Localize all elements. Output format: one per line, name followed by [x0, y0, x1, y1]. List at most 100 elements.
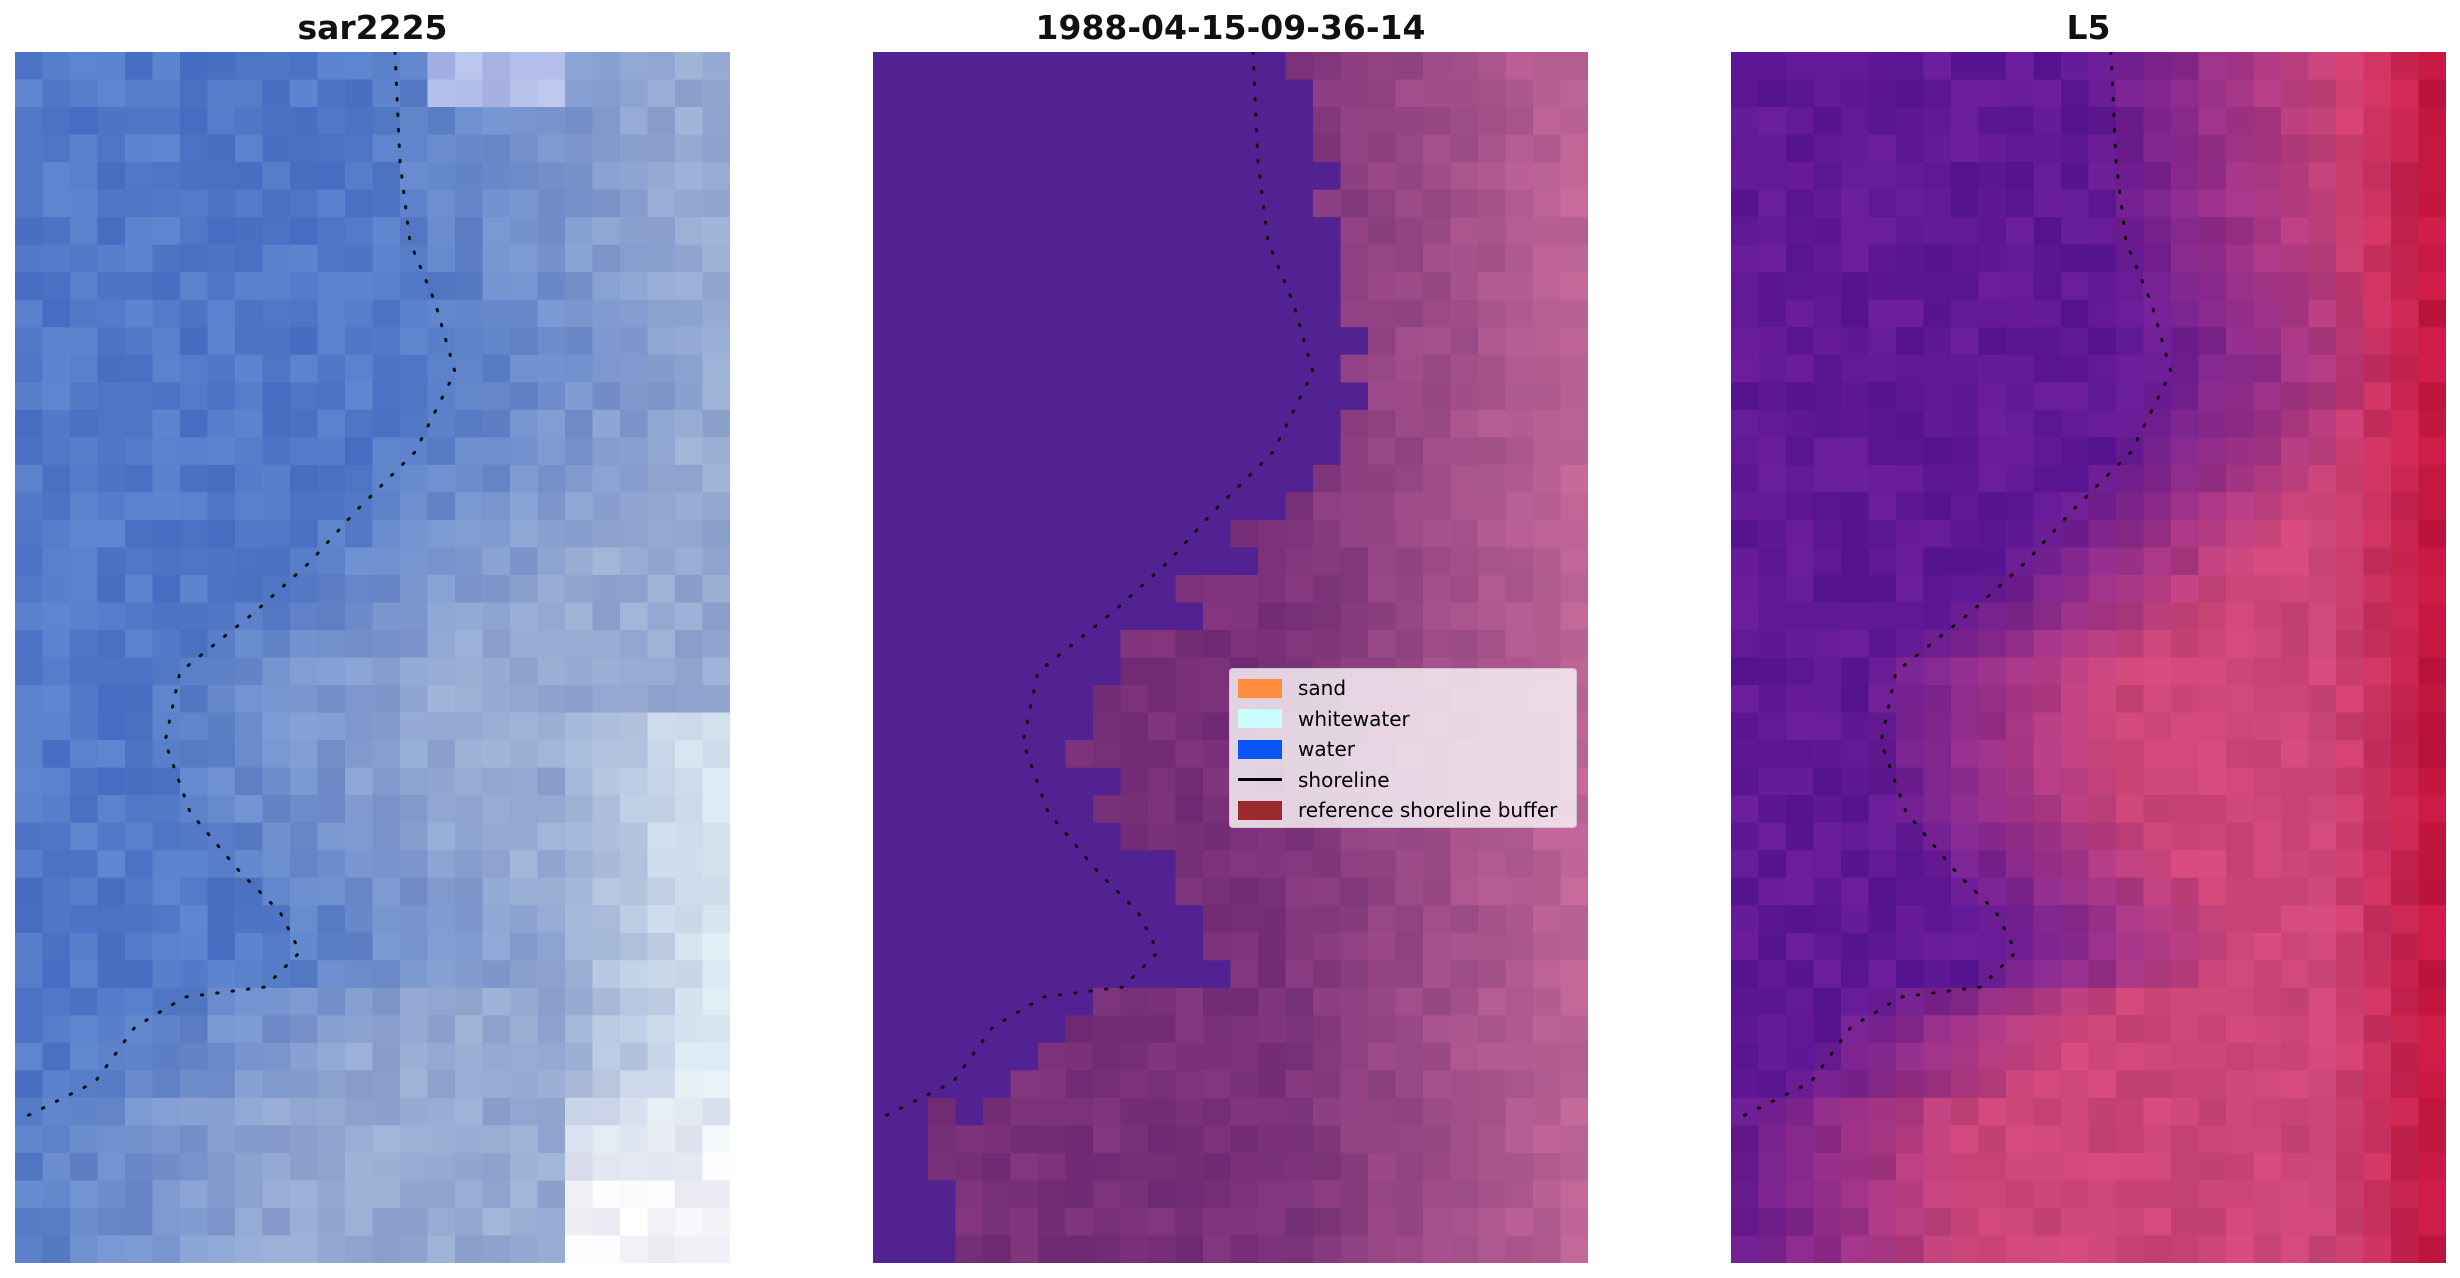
raster-pixel: [427, 1070, 456, 1099]
raster-pixel: [180, 519, 209, 549]
raster-pixel: [702, 189, 730, 218]
raster-pixel: [290, 1097, 319, 1126]
raster-pixel: [1505, 382, 1534, 411]
raster-pixel: [1841, 437, 1870, 466]
raster-pixel: [928, 1180, 957, 1209]
raster-pixel: [207, 134, 236, 163]
raster-pixel: [1368, 354, 1397, 383]
raster-pixel: [1203, 905, 1232, 934]
raster-pixel: [180, 189, 209, 218]
raster-pixel: [592, 932, 621, 961]
raster-pixel: [955, 244, 984, 273]
raster-pixel: [1478, 877, 1507, 906]
raster-pixel: [2006, 189, 2035, 218]
raster-pixel: [317, 1042, 346, 1071]
raster-pixel: [1065, 629, 1094, 659]
raster-pixel: [1951, 657, 1980, 686]
raster-pixel: [2143, 162, 2172, 191]
raster-pixel: [2308, 767, 2337, 796]
raster-pixel: [152, 740, 181, 769]
raster-pixel: [2281, 79, 2310, 108]
raster-pixel: [900, 79, 929, 108]
raster-pixel: [1395, 574, 1424, 604]
raster-pixel: [372, 327, 401, 356]
raster-pixel: [262, 1097, 291, 1126]
raster-pixel: [345, 629, 374, 659]
raster-pixel: [2226, 519, 2255, 549]
raster-pixel: [2363, 1180, 2392, 1209]
raster-pixel: [1533, 52, 1562, 81]
raster-pixel: [70, 822, 99, 851]
raster-pixel: [345, 1042, 374, 1071]
raster-pixel: [873, 1097, 902, 1126]
raster-pixel: [152, 987, 181, 1016]
raster-pixel: [1841, 107, 1870, 136]
raster-pixel: [537, 877, 566, 906]
raster-pixel: [1120, 409, 1149, 438]
raster-pixel: [1978, 1125, 2007, 1154]
raster-pixel: [262, 740, 291, 769]
raster-pixel: [1258, 519, 1287, 549]
raster-pixel: [2391, 107, 2420, 136]
raster-pixel: [1923, 629, 1952, 659]
raster-pixel: [510, 712, 539, 741]
raster-pixel: [1450, 107, 1479, 136]
raster-pixel: [1423, 547, 1452, 576]
raster-pixel: [1478, 1097, 1507, 1126]
raster-pixel: [1560, 1235, 1588, 1263]
raster-pixel: [2418, 547, 2446, 576]
raster-pixel: [1285, 547, 1314, 576]
raster-pixel: [1395, 299, 1424, 328]
raster-pixel: [983, 905, 1012, 934]
raster-pixel: [427, 1207, 456, 1237]
raster-pixel: [1951, 1180, 1980, 1209]
raster-pixel: [1868, 327, 1897, 356]
raster-pixel: [262, 272, 291, 301]
raster-pixel: [1813, 1152, 1842, 1182]
raster-pixel: [455, 657, 484, 686]
raster-pixel: [2143, 685, 2172, 714]
raster-pixel: [873, 1152, 902, 1182]
raster-pixel: [1423, 79, 1452, 108]
raster-pixel: [565, 1152, 594, 1182]
legend-label: shoreline: [1298, 767, 1390, 792]
raster-pixel: [482, 905, 511, 934]
raster-pixel: [2143, 1207, 2172, 1237]
raster-pixel: [1758, 162, 1787, 191]
raster-pixel: [345, 327, 374, 356]
raster-pixel: [482, 464, 511, 493]
raster-pixel: [1786, 1125, 1815, 1154]
raster-pixel: [372, 905, 401, 934]
raster-pixel: [1896, 685, 1925, 714]
raster-pixel: [928, 1097, 957, 1126]
raster-pixel: [1841, 79, 1870, 108]
raster-pixel: [592, 437, 621, 466]
raster-pixel: [1395, 602, 1424, 631]
raster-pixel: [317, 162, 346, 191]
raster-pixel: [70, 712, 99, 741]
raster-pixel: [1038, 327, 1067, 356]
raster-pixel: [2171, 1180, 2200, 1209]
raster-pixel: [1923, 712, 1952, 741]
raster-pixel: [317, 1015, 346, 1044]
raster-pixel: [1340, 52, 1369, 81]
raster-pixel: [1258, 217, 1287, 246]
raster-pixel: [983, 987, 1012, 1016]
raster-pixel: [2363, 905, 2392, 934]
raster-pixel: [1951, 1042, 1980, 1071]
raster-pixel: [1423, 52, 1452, 81]
raster-pixel: [207, 1097, 236, 1126]
raster-pixel: [290, 492, 319, 521]
raster-pixel: [1560, 574, 1588, 604]
raster-pixel: [1203, 1152, 1232, 1182]
raster-pixel: [2336, 272, 2365, 301]
raster-pixel: [235, 354, 264, 383]
raster-pixel: [2253, 1042, 2282, 1071]
raster-pixel: [1368, 850, 1397, 879]
raster-pixel: [180, 437, 209, 466]
raster-pixel: [2253, 850, 2282, 879]
raster-pixel: [955, 1070, 984, 1099]
raster-pixel: [180, 1097, 209, 1126]
raster-pixel: [620, 354, 649, 383]
raster-pixel: [1423, 492, 1452, 521]
